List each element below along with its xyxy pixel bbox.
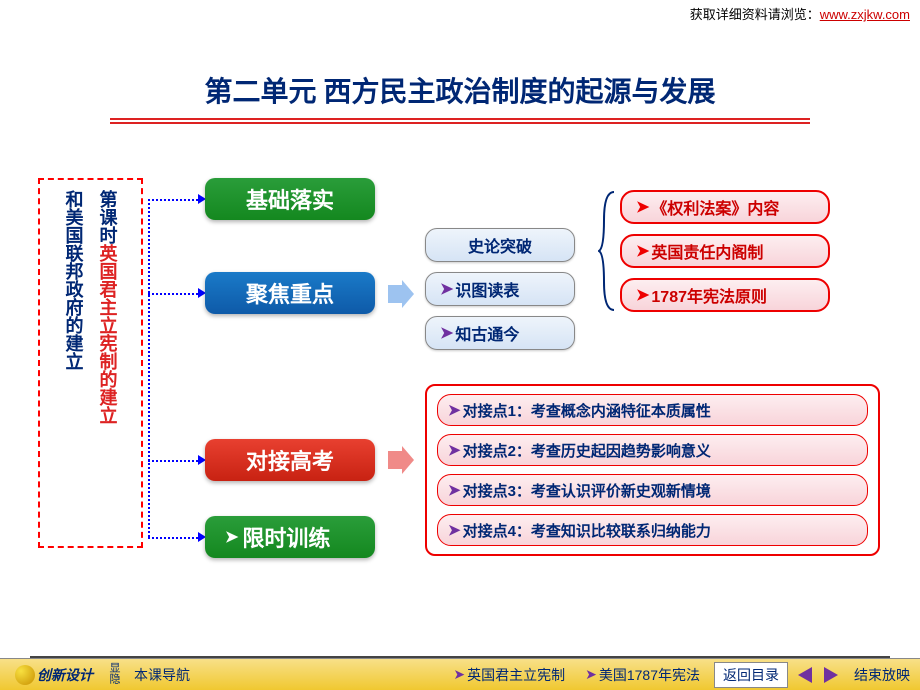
midbox-3[interactable]: ➤知古通今 (425, 316, 575, 350)
logo: 创新设计 (4, 661, 104, 689)
chevron-icon: ➤ (636, 241, 649, 261)
redbox-1[interactable]: ➤《权利法案》内容 (620, 190, 830, 224)
chevron-icon: ➤ (225, 527, 238, 547)
title-block: 第二单元 西方民主政治制度的起源与发展 (110, 70, 810, 124)
chevron-icon: ➤ (448, 401, 461, 419)
connector-h3 (148, 460, 198, 462)
chevron-icon: ➤ (448, 481, 461, 499)
exam-row-2[interactable]: ➤对接点2：考查历史起因趋势影响意义 (437, 434, 868, 466)
lesson-vertical-box: 第课时 英国君主立宪制的建立 和美国联邦政府的建立 (38, 178, 143, 548)
toggle-button[interactable]: 显隐 (104, 662, 124, 688)
vcol1-red: 英国君主立宪制的建立 (95, 244, 121, 424)
chevron-icon: ➤ (636, 197, 649, 217)
pill-timed-label: 限时训练 (242, 521, 330, 553)
pill-exam[interactable]: 对接高考 (205, 439, 375, 481)
midbox-1[interactable]: 史论突破 (425, 228, 575, 262)
pill-basics[interactable]: 基础落实 (205, 178, 375, 220)
header-prefix: 获取详细资料请浏览： (690, 7, 820, 22)
arrow-red-icon (388, 446, 414, 474)
pill-focus[interactable]: 聚焦重点 (205, 272, 375, 314)
nav-uk[interactable]: ➤英国君主立宪制 (443, 665, 575, 685)
chevron-icon: ➤ (585, 666, 597, 683)
chevron-icon: ➤ (440, 323, 453, 343)
midbox-2[interactable]: ➤识图读表 (425, 272, 575, 306)
exam-row-4[interactable]: ➤对接点4：考查知识比较联系归纳能力 (437, 514, 868, 546)
pill-timed[interactable]: ➤限时训练 (205, 516, 375, 558)
bottom-toolbar: 创新设计 显隐 本课导航 ➤英国君主立宪制 ➤美国1787年宪法 返回目录 结束… (0, 658, 920, 690)
exam-points-panel: ➤对接点1：考查概念内涵特征本质属性 ➤对接点2：考查历史起因趋势影响意义 ➤对… (425, 384, 880, 556)
connector-h2 (148, 293, 198, 295)
chevron-icon: ➤ (448, 521, 461, 539)
connector-h4 (148, 537, 198, 539)
vcol2-blue: 和美国联邦政府的建立 (61, 190, 87, 536)
exam-row-3[interactable]: ➤对接点3：考查认识评价新史观新情境 (437, 474, 868, 506)
brace-icon (598, 190, 616, 312)
title-underline (110, 118, 810, 124)
logo-icon (15, 665, 35, 685)
nav-us[interactable]: ➤美国1787年宪法 (575, 665, 710, 685)
nav-current[interactable]: 本课导航 (124, 665, 200, 685)
chevron-icon: ➤ (448, 441, 461, 459)
end-show-button[interactable]: 结束放映 (844, 665, 920, 685)
chevron-icon: ➤ (636, 285, 649, 305)
connector-v (148, 199, 150, 537)
connector-h1 (148, 199, 198, 201)
main-title: 第二单元 西方民主政治制度的起源与发展 (110, 70, 810, 110)
vcol1-blue: 第课时 (95, 190, 121, 244)
arrow-blue-icon (388, 280, 414, 308)
chevron-icon: ➤ (453, 666, 465, 683)
redbox-3[interactable]: ➤1787年宪法原则 (620, 278, 830, 312)
next-slide-button[interactable] (824, 667, 838, 683)
redbox-2[interactable]: ➤英国责任内阁制 (620, 234, 830, 268)
exam-row-1[interactable]: ➤对接点1：考查概念内涵特征本质属性 (437, 394, 868, 426)
prev-slide-button[interactable] (798, 667, 812, 683)
header-link[interactable]: www.zxjkw.com (820, 7, 910, 22)
chevron-icon: ➤ (440, 279, 453, 299)
back-to-toc-button[interactable]: 返回目录 (714, 662, 788, 688)
header-link-bar: 获取详细资料请浏览：www.zxjkw.com (680, 0, 920, 27)
